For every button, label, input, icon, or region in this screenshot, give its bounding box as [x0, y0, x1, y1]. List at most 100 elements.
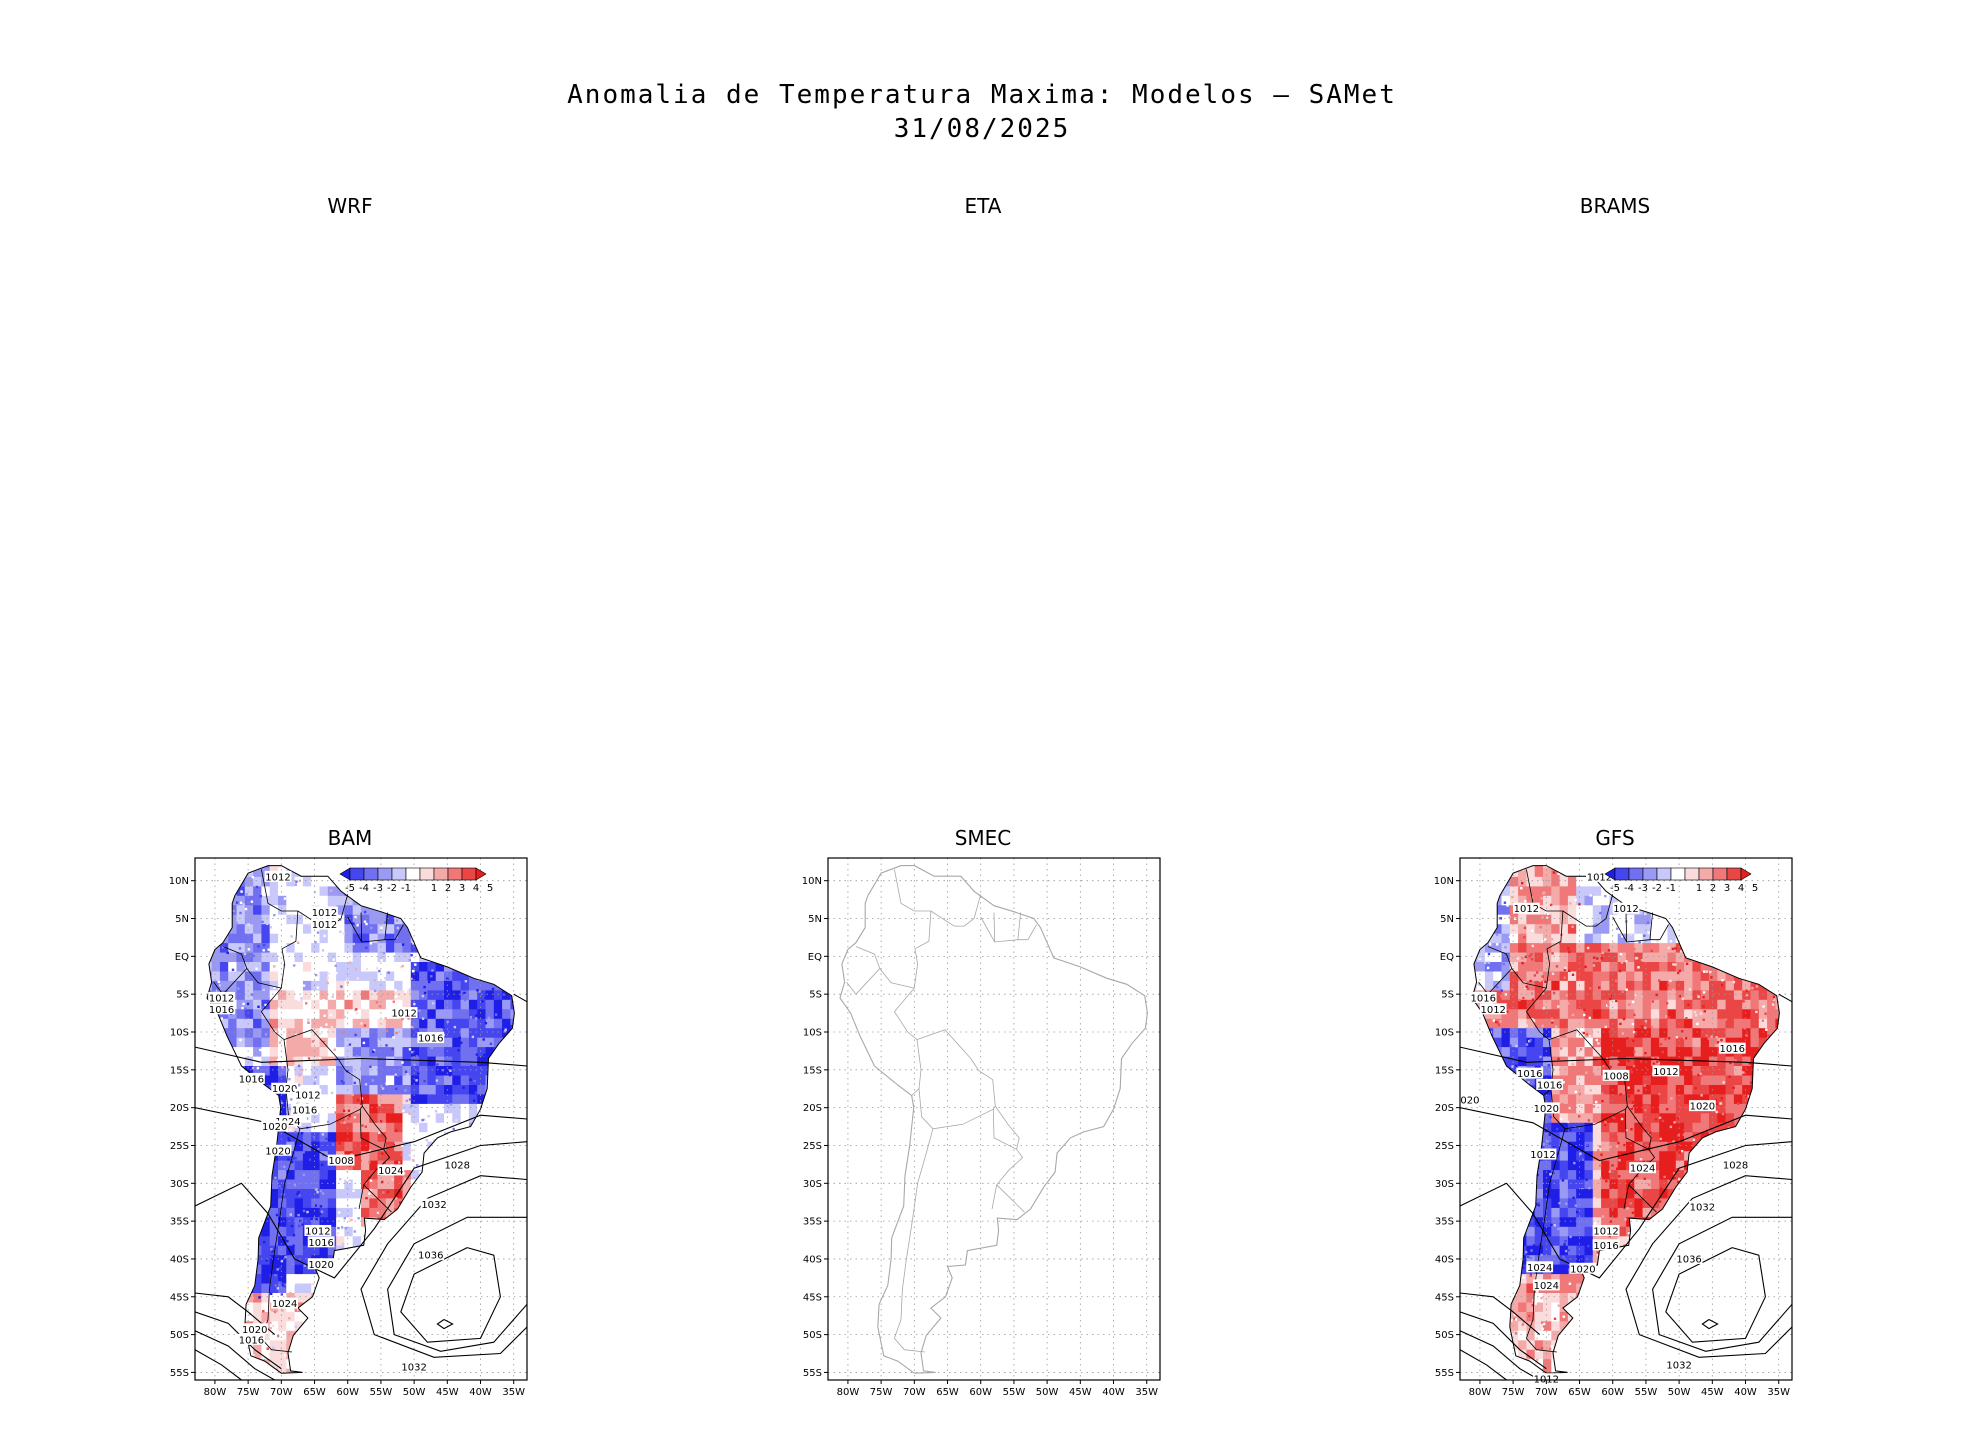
- lat-tick-label: 10S: [1435, 1028, 1454, 1039]
- isobar-label-bg: [208, 991, 235, 1003]
- isobar-label-bg: [1532, 1279, 1560, 1291]
- isobar-label: 1016: [239, 1335, 264, 1346]
- isobar-label: 1012: [1653, 1067, 1678, 1078]
- isobar-label-bg: [1652, 1065, 1680, 1077]
- isobar-label: 1020: [308, 1260, 333, 1271]
- colorbar-swatch: [1656, 867, 1672, 881]
- lon-tick-label: 60W: [969, 1387, 992, 1398]
- isobar-label: 1020: [1534, 1104, 1559, 1115]
- isobar-label-bg: [271, 1082, 299, 1094]
- colorbar-swatch: [363, 867, 379, 881]
- lat-tick-label: EQ: [1440, 952, 1454, 963]
- isobar-label: 1012: [1587, 872, 1612, 883]
- isobar-label-bg: [1665, 1358, 1693, 1370]
- lat-tick-label: 5N: [1440, 914, 1454, 925]
- lon-tick-label: 35W: [502, 1387, 525, 1398]
- lon-tick-label: 45W: [1069, 1387, 1092, 1398]
- lon-tick-label: 70W: [1535, 1387, 1558, 1398]
- isobar-label: 1012: [265, 872, 290, 883]
- panel-label-smec: SMEC: [954, 826, 1012, 850]
- isobar-label-bg: [377, 1164, 405, 1176]
- lat-tick-label: 40S: [170, 1254, 189, 1265]
- isobar-label: 1032: [401, 1363, 426, 1374]
- lat-tick-label: 25S: [1435, 1141, 1454, 1152]
- colorbar-swatch: [377, 867, 393, 881]
- isobar-label-bg: [1688, 1100, 1716, 1112]
- isobar-label: 1024: [378, 1166, 403, 1177]
- isobar-label-bg: [238, 1333, 265, 1345]
- isobar-label-bg: [1529, 1148, 1557, 1160]
- isobar-label: 1012: [312, 908, 337, 919]
- map-frame: [1459, 857, 1793, 1381]
- colorbar-swatch: [1670, 867, 1686, 881]
- colorbar-swatch: [447, 867, 463, 881]
- lon-tick-label: 80W: [204, 1387, 227, 1398]
- colorbar-swatch: [1628, 867, 1644, 881]
- isobar-label-bg: [294, 1088, 322, 1100]
- isobar-label-bg: [264, 1144, 292, 1156]
- isobar-label: 1020: [1570, 1264, 1595, 1275]
- isobar-label-bg: [1586, 870, 1613, 882]
- colorbar-swatch: [419, 867, 435, 881]
- isobar-label-bg: [1532, 1102, 1560, 1114]
- isobar-label: 1008: [328, 1156, 353, 1167]
- lon-tick-label: 70W: [270, 1387, 293, 1398]
- map-frame: [194, 857, 528, 1381]
- isobar-label-bg: [400, 1361, 428, 1373]
- lat-tick-label: 15S: [170, 1065, 189, 1076]
- lon-tick-label: 55W: [370, 1387, 393, 1398]
- isobar-label-bg: [307, 1258, 335, 1270]
- isobar-label: 1012: [391, 1009, 416, 1020]
- isobar-label: 1016: [1537, 1080, 1562, 1091]
- isobar-label: 1016: [209, 1005, 234, 1016]
- lon-tick-label: 35W: [1767, 1387, 1790, 1398]
- colorbar-label: -2: [1652, 883, 1662, 894]
- lat-tick-label: 20S: [170, 1103, 189, 1114]
- colorbar-label: 5: [1752, 883, 1758, 894]
- lon-tick-label: 45W: [1701, 1387, 1724, 1398]
- panel-label-bam: BAM: [327, 826, 373, 850]
- isobar-label: 1016: [418, 1034, 443, 1045]
- map-background: [828, 858, 1160, 1380]
- lon-tick-label: 60W: [336, 1387, 359, 1398]
- map-panel-smec: 10N 5N EQ 5S 10S 15S 20S 25S 30S 35S 40S 45S 50S 55S 8…: [802, 857, 1161, 1398]
- lat-tick-label: 55S: [803, 1368, 822, 1379]
- isobar-label-bg: [304, 1224, 332, 1236]
- lat-tick-label: 55S: [1435, 1368, 1454, 1379]
- lon-tick-label: 45W: [436, 1387, 459, 1398]
- colorbar-label: 3: [459, 883, 465, 894]
- colorbar-swatch: [1614, 867, 1630, 881]
- isobar-label: 1012: [1514, 904, 1539, 915]
- isobar-label-bg: [1526, 1261, 1554, 1273]
- lat-tick-label: 40S: [1435, 1254, 1454, 1265]
- lat-tick-label: 5N: [808, 914, 822, 925]
- lon-tick-label: 60W: [1601, 1387, 1624, 1398]
- isobar-label: 1008: [1603, 1071, 1628, 1082]
- isobar-label: 1012: [312, 920, 337, 931]
- lon-tick-label: 70W: [903, 1387, 926, 1398]
- isobar-label-bg: [443, 1159, 471, 1171]
- lat-tick-label: 15S: [1435, 1065, 1454, 1076]
- lat-tick-label: 10S: [803, 1028, 822, 1039]
- lon-tick-label: 55W: [1003, 1387, 1026, 1398]
- lat-tick-label: EQ: [808, 952, 822, 963]
- lon-tick-label: 50W: [1036, 1387, 1059, 1398]
- isobar-contours: [195, 993, 527, 1380]
- lat-tick-label: 45S: [1435, 1292, 1454, 1303]
- lat-tick-label: 25S: [170, 1141, 189, 1152]
- isobar-label-bg: [1479, 1003, 1507, 1015]
- isobar-label: 1012: [209, 993, 234, 1004]
- isobar-label-bg: [1612, 902, 1640, 914]
- isobar-label-bg: [1718, 1042, 1746, 1054]
- isobar-label: 1016: [1720, 1044, 1745, 1055]
- colorbar-label: 2: [445, 883, 451, 894]
- colorbar-label: -4: [359, 883, 369, 894]
- lon-tick-label: 80W: [837, 1387, 860, 1398]
- colorbar-label: 2: [1710, 883, 1716, 894]
- isobar-label-bg: [1459, 1094, 1481, 1106]
- lat-tick-label: 40S: [803, 1254, 822, 1265]
- lat-tick-label: 25S: [803, 1141, 822, 1152]
- isobar-label-bg: [390, 1007, 418, 1019]
- lat-tick-label: 10S: [170, 1028, 189, 1039]
